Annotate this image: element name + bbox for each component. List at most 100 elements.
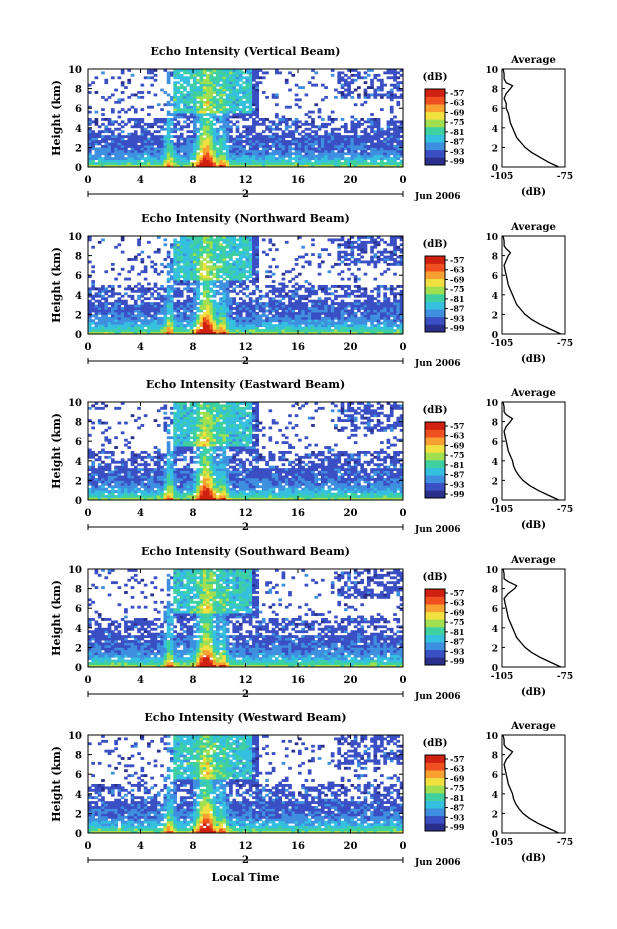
heatmap-cell [163, 314, 168, 318]
heatmap-cell [176, 144, 181, 148]
heatmap-cell [209, 88, 214, 92]
heatmap-cell [107, 137, 112, 141]
heatmap-cell [130, 152, 135, 156]
heatmap-cell [114, 152, 118, 156]
heatmap-cell [255, 144, 260, 148]
heatmap-cell [186, 294, 191, 298]
heatmap-cell [140, 294, 145, 298]
heatmap-cell [229, 311, 233, 315]
heatmap-cell [340, 324, 345, 328]
heatmap-cell [229, 91, 233, 94]
heatmap-cell [235, 76, 240, 80]
heatmap-cell [229, 125, 233, 129]
heatmap-cell [396, 147, 401, 151]
heatmap-cell [101, 157, 105, 161]
heatmap-cell [252, 250, 256, 254]
heatmap-cell [288, 147, 292, 151]
heatmap-cell [235, 321, 240, 325]
heatmap-cell [88, 451, 92, 454]
heatmap-cell [347, 258, 351, 261]
heatmap-cell [104, 326, 109, 330]
heatmap-cell [311, 331, 315, 335]
heatmap-cell [242, 108, 246, 112]
heatmap-cell [363, 236, 368, 239]
heatmap-cell [110, 495, 115, 498]
heatmap-cell [386, 140, 391, 143]
heatmap-cell [373, 304, 378, 308]
heatmap-cell [353, 162, 358, 165]
colorbar-swatch [425, 134, 445, 143]
heatmap-cell [255, 324, 260, 328]
heatmap-cell [278, 157, 282, 161]
heatmap-cell [393, 329, 397, 332]
heatmap-cell [281, 144, 286, 148]
heatmap-cell [317, 140, 322, 143]
heatmap-cell [209, 132, 214, 136]
heatmap-cell [229, 319, 233, 323]
heatmap-cell [320, 309, 325, 313]
heatmap-cell [215, 316, 220, 320]
heatmap-cell [202, 132, 207, 136]
heatmap-cell [245, 307, 250, 310]
heatmap-cell [343, 164, 348, 168]
heatmap-cell [294, 282, 299, 286]
heatmap-cell [88, 83, 92, 87]
heatmap-cell [88, 140, 92, 143]
heatmap-cell [238, 314, 243, 318]
heatmap-cell [320, 83, 325, 87]
heatmap-cell [120, 140, 125, 143]
heatmap-cell [353, 277, 358, 281]
heatmap-cell [225, 267, 230, 271]
heatmap-cell [170, 258, 174, 261]
heatmap-cell [97, 490, 102, 494]
heatmap-cell [124, 140, 128, 143]
heatmap-cell [183, 302, 187, 305]
heatmap-cell [284, 149, 289, 153]
heatmap-cell [124, 164, 128, 168]
heatmap-cell [160, 307, 164, 310]
heatmap-cell [353, 140, 358, 143]
heatmap-cell [229, 152, 233, 156]
heatmap-cell [196, 316, 200, 320]
heatmap-cell [268, 240, 273, 244]
heatmap-cell [196, 157, 200, 161]
heatmap-cell [110, 324, 115, 328]
heatmap-cell [258, 149, 263, 153]
heatmap-cell [235, 159, 240, 163]
heatmap-cell [399, 299, 404, 303]
heatmap-cell [186, 152, 191, 156]
heatmap-cell [350, 272, 355, 276]
heatmap-cell [393, 240, 397, 244]
heatmap-cell [183, 86, 187, 89]
heatmap-cell [163, 142, 168, 146]
heatmap-cell [215, 162, 220, 165]
heatmap-cell [206, 118, 210, 121]
heatmap-cell [399, 243, 404, 247]
heatmap-cell [347, 309, 351, 313]
heatmap-cell [206, 154, 210, 158]
heatmap-cell [311, 307, 315, 310]
heatmap-cell [176, 140, 181, 143]
heatmap-cell [156, 272, 161, 276]
heatmap-cell [399, 255, 404, 259]
heatmap-cell [304, 147, 309, 151]
heatmap-cell [225, 76, 230, 80]
heatmap-cell [268, 135, 273, 138]
heatmap-cell [209, 280, 214, 283]
heatmap-cell [229, 289, 233, 293]
heatmap-cell [143, 147, 148, 151]
heatmap-cell [114, 162, 118, 165]
heatmap-cell [209, 162, 214, 165]
heatmap-cell [206, 236, 210, 239]
heatmap-cell [110, 289, 115, 293]
heatmap-cell [383, 142, 387, 146]
heatmap-cell [232, 157, 237, 161]
heatmap-cell [183, 270, 187, 274]
heatmap-cell [350, 309, 355, 313]
heatmap-cell [166, 142, 171, 146]
heatmap-cell [143, 164, 148, 168]
heatmap-cell [189, 277, 194, 281]
heatmap-cell [370, 250, 374, 254]
heatmap-cell [179, 73, 184, 77]
heatmap-cell [222, 236, 227, 239]
